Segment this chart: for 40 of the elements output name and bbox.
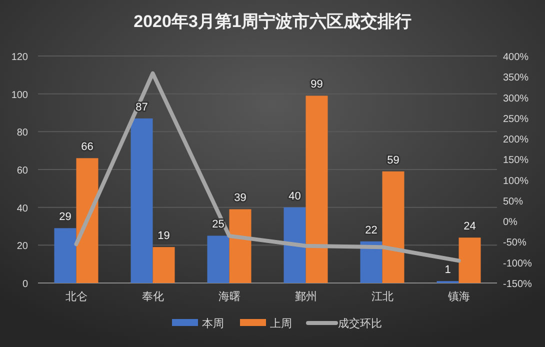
y2-tick-label: 250% [503, 114, 529, 125]
data-label: 39 [234, 192, 246, 204]
y2-tick-label: -100% [503, 258, 532, 270]
y2-tick-label: 350% [503, 72, 529, 84]
x-tick-label: 江北 [371, 290, 394, 303]
y-tick-label: 20 [16, 241, 28, 252]
data-label: 22 [365, 224, 378, 236]
y2-tick-label: -50% [503, 238, 526, 249]
y-tick-label: 60 [16, 166, 28, 176]
y2-tick-label: 200% [503, 134, 529, 146]
chart-title: 2020年3月第1周宁波市六区成交排行 [134, 12, 412, 31]
x-tick-label: 海曙 [218, 291, 240, 303]
y2-tick-label: 50% [503, 196, 524, 208]
legend-label: 成交环比 [338, 317, 382, 330]
x-tick-label: 北仑 [65, 290, 88, 303]
y2-tick-label: 400% [503, 52, 529, 63]
y2-tick-label: -150% [503, 279, 532, 290]
y-tick-label: 100 [11, 90, 28, 101]
data-label: 59 [387, 154, 400, 166]
data-label: 99 [310, 78, 323, 91]
y-tick-label: 40 [16, 203, 28, 214]
y2-tick-label: 100% [503, 176, 529, 187]
x-tick-label: 鄞州 [294, 290, 317, 303]
y2-tick-label: 300% [503, 93, 529, 104]
data-label: 29 [59, 211, 72, 224]
legend-label: 本周 [202, 317, 224, 330]
data-label: 1 [444, 264, 451, 276]
y-tick-label: 80 [16, 128, 28, 139]
legend-label: 上周 [270, 317, 292, 330]
x-tick-label: 镇海 [446, 291, 470, 303]
y-tick-label: 120 [11, 52, 28, 63]
y2-tick-label: 0% [503, 217, 518, 228]
data-label: 87 [136, 101, 148, 114]
data-label: 19 [158, 230, 170, 242]
data-label: 24 [464, 220, 476, 233]
data-label: 66 [81, 141, 94, 154]
y-tick-label: 0 [22, 279, 28, 290]
data-label: 40 [288, 190, 301, 202]
y2-tick-label: 150% [503, 155, 529, 166]
x-tick-label: 奉化 [142, 291, 164, 303]
